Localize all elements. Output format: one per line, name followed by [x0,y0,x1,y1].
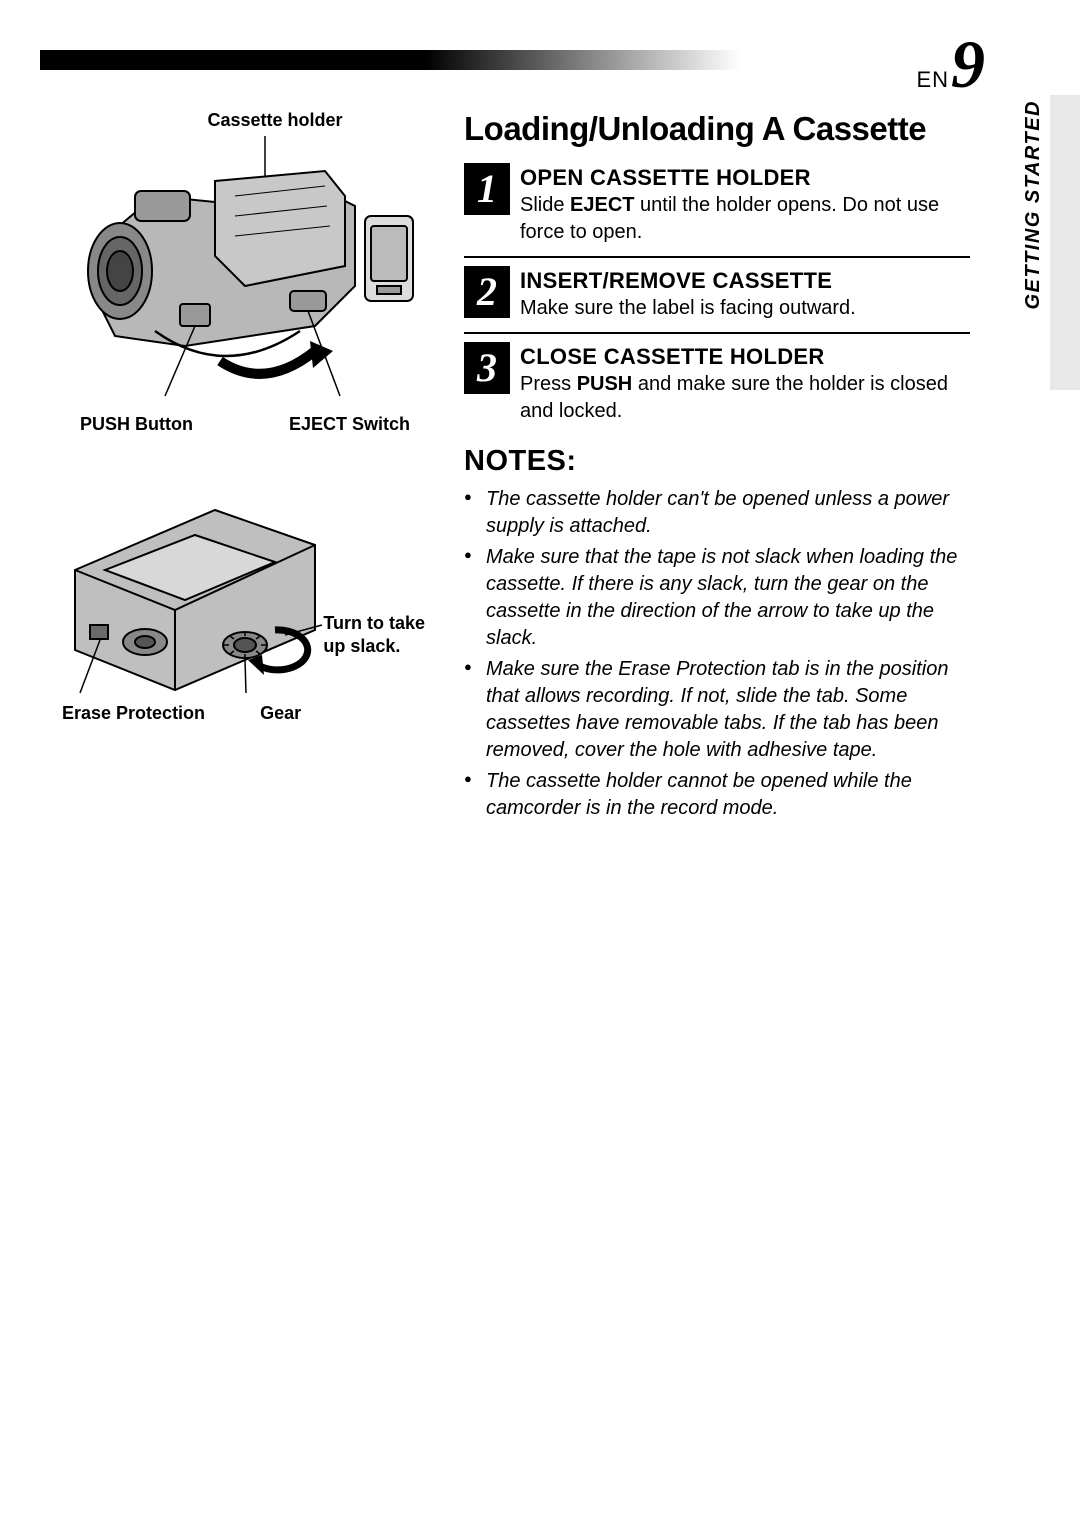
side-tab-text: GETTING STARTED [1022,100,1045,310]
step-number: 1 [464,163,510,215]
step-heading: OPEN CASSETTE HOLDER [520,165,970,191]
erase-protection-label: Erase Protection [62,703,205,724]
side-tab [1050,95,1080,390]
step-2: 2 INSERT/REMOVE CASSETTE Make sure the l… [464,266,970,334]
turn-slack-label: Turn to take up slack. [323,612,425,657]
step-number: 3 [464,342,510,394]
cassette-illustration [60,500,325,695]
gear-label: Gear [260,703,301,724]
eject-switch-label: EJECT Switch [289,414,410,435]
note-item: Make sure that the tape is not slack whe… [464,544,970,652]
step-number: 2 [464,266,510,318]
gradient-bar [40,50,740,70]
cassette-holder-label: Cassette holder [120,110,430,131]
note-item: The cassette holder can't be opened unle… [464,486,970,540]
page-number: 9 [951,25,985,104]
header: EN 9 [60,40,1025,95]
cassette-diagram: Turn to take up slack. Erase Protection … [60,500,430,724]
step-text: Press PUSH and make sure the holder is c… [520,371,970,425]
step-1: 1 OPEN CASSETTE HOLDER Slide EJECT until… [464,163,970,258]
en-label: EN [916,67,949,93]
notes-list: The cassette holder can't be opened unle… [464,486,970,822]
note-item: Make sure the Erase Protection tab is in… [464,656,970,764]
note-item: The cassette holder cannot be opened whi… [464,768,970,822]
camcorder-illustration [65,136,425,406]
diagrams-column: Cassette holder [60,110,440,826]
step-3: 3 CLOSE CASSETTE HOLDER Press PUSH and m… [464,342,970,435]
notes-heading: NOTES: [464,445,970,478]
step-heading: INSERT/REMOVE CASSETTE [520,268,970,294]
camcorder-diagram: Cassette holder [60,110,430,440]
step-heading: CLOSE CASSETTE HOLDER [520,344,970,370]
push-button-label: PUSH Button [80,414,193,435]
section-title: Loading/Unloading A Cassette [464,110,970,148]
step-text: Make sure the label is facing outward. [520,295,970,322]
instructions-column: Loading/Unloading A Cassette 1 OPEN CASS… [464,110,1025,826]
step-text: Slide EJECT until the holder opens. Do n… [520,192,970,246]
page-number-wrap: EN 9 [916,25,985,104]
